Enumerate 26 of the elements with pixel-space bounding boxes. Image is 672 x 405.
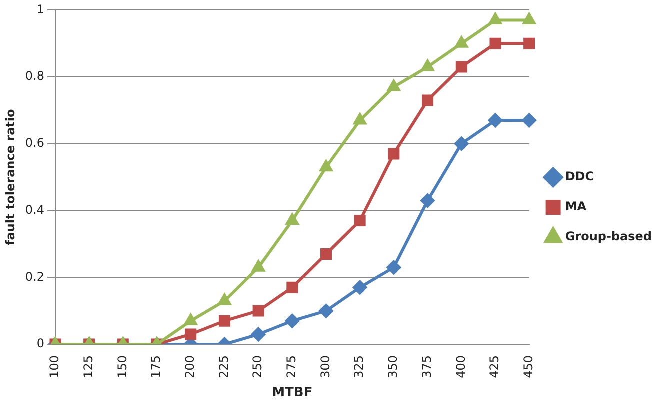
x-tick-label: 175	[149, 355, 164, 378]
x-tick-label: 375	[420, 355, 434, 378]
x-tick-label: 100	[48, 355, 62, 378]
x-tick-label: 350	[386, 355, 400, 378]
x-tick-label: 225	[216, 355, 231, 378]
x-tick-label: 250	[250, 355, 265, 378]
y-tick-label: 0.6	[25, 136, 44, 150]
y-tick-label: 0.4	[25, 202, 44, 217]
y-tick-label: 0.2	[25, 270, 44, 284]
x-tick-label: 425	[488, 355, 502, 378]
x-tick-label: 125	[81, 355, 96, 378]
y-tick-label: 0.8	[25, 69, 44, 84]
x-tick-label: 275	[284, 355, 299, 378]
x-tick-label: 150	[115, 355, 130, 378]
x-tick-label: 300	[318, 355, 332, 378]
x-tick-label: 325	[352, 355, 366, 378]
legend-label: Group-based	[565, 230, 652, 244]
legend-label: MA	[565, 200, 588, 214]
y-tick-label: 1	[36, 2, 44, 16]
y-tick-label: 0	[36, 336, 44, 351]
x-axis-title: MTBF	[272, 386, 313, 401]
x-tick-label: 200	[182, 355, 197, 378]
x-tick-label: 450	[521, 355, 536, 378]
y-axis-title: fault tolerance ratio	[3, 109, 18, 246]
x-tick-label: 400	[454, 355, 468, 378]
legend-label: DDC	[565, 170, 594, 184]
